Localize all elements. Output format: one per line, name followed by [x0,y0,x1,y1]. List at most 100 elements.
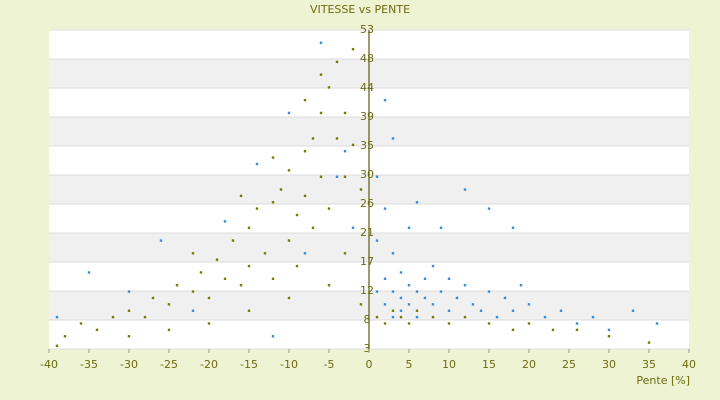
point [295,264,299,268]
point [335,137,339,140]
point [111,315,115,319]
point [391,137,395,140]
point [319,41,323,44]
point [463,315,467,319]
point [55,344,59,348]
point [351,226,355,229]
point [399,309,403,312]
point [471,303,475,306]
y-tick-label: 3 [364,342,371,355]
point [519,284,523,287]
x-tick-label: -35 [80,358,98,371]
point [287,239,291,242]
point [511,309,515,312]
point [167,328,171,332]
x-tick-label: -15 [240,358,258,371]
x-tick-label: 15 [482,358,496,371]
point [447,309,451,312]
point [463,188,467,191]
x-tick-label: 20 [522,358,536,371]
point [319,73,323,76]
point [527,303,531,306]
point [327,207,331,210]
point [503,296,507,300]
point [383,277,387,281]
point [303,194,307,198]
x-tick-label: -10 [280,358,298,371]
point [127,309,131,312]
point [351,47,355,51]
x-tick-label: -30 [120,358,138,371]
y-tick-label: 44 [360,81,374,94]
x-tick-label: -25 [160,358,178,371]
point [239,284,243,287]
point [439,226,443,229]
x-tick-label: 35 [642,358,656,371]
point [407,226,411,229]
x-tick-label: 40 [682,358,696,371]
point [391,290,395,293]
y-tick-label: 8 [364,313,371,326]
point [287,169,291,172]
point [343,252,347,255]
point [407,284,411,287]
point [207,322,211,325]
point [431,264,435,268]
point [271,277,275,281]
point [415,201,419,204]
point [255,162,259,166]
point [455,296,459,300]
x-tick-label: 5 [406,358,413,371]
point [303,252,307,255]
x-tick-label: 0 [366,358,373,371]
point [127,290,131,293]
point [319,175,323,178]
point [463,284,467,287]
point [415,309,419,312]
point [87,271,91,274]
point [335,60,339,64]
point [351,143,355,147]
y-tick-label: 21 [360,226,374,239]
point [631,309,635,312]
point [391,252,395,255]
point [407,322,411,325]
y-tick-label: 53 [360,23,374,36]
point [591,315,595,319]
point [279,188,283,191]
point [167,303,171,306]
point [247,309,251,312]
y-tick-label: 35 [360,139,374,152]
point [231,239,235,242]
point [487,290,491,293]
point [271,156,275,159]
point [407,303,411,306]
point [375,315,379,319]
point [447,322,451,325]
point [303,150,307,153]
point [63,335,67,338]
x-tick-label: -20 [200,358,218,371]
point [391,309,395,312]
point [383,98,387,102]
point [399,296,403,300]
point [271,201,275,204]
point [343,150,347,153]
point [79,322,83,325]
point [399,315,403,319]
point [423,277,427,281]
point [191,309,195,312]
point [359,303,363,306]
point [575,322,579,325]
x-tick-label: 30 [602,358,616,371]
point [247,264,251,268]
point [575,328,579,332]
point [223,277,227,281]
point [327,284,331,287]
point [383,207,387,210]
chart-title: VITESSE vs PENTE [310,3,410,16]
point [191,252,195,255]
point [207,296,211,300]
